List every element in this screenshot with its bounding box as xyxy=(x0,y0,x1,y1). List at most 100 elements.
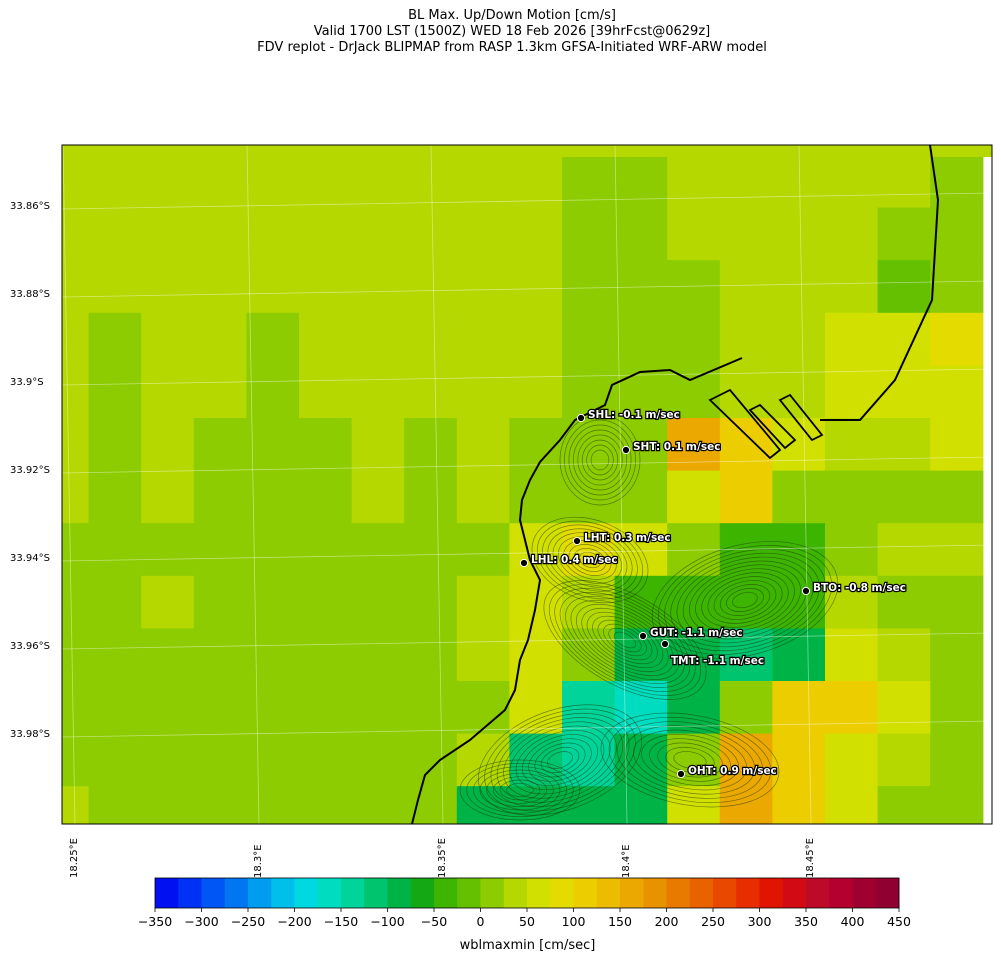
field-cell xyxy=(299,418,353,472)
field-cell xyxy=(825,733,879,787)
colorbar-tick-label: 350 xyxy=(794,914,818,929)
field-cell xyxy=(456,786,510,824)
field-cell xyxy=(614,418,668,472)
contour-line xyxy=(547,528,633,592)
field-cell xyxy=(667,575,721,629)
field-cell xyxy=(456,312,510,366)
colorbar-swatch xyxy=(480,878,505,908)
lat-label: 33.88°S xyxy=(10,289,50,300)
contour-line xyxy=(547,751,573,769)
station-tmt: TMT: -1.1 m/sec xyxy=(660,639,765,668)
field-cell xyxy=(141,207,195,261)
field-cell xyxy=(246,260,300,314)
field-cell xyxy=(299,786,353,824)
contour-line xyxy=(515,729,605,791)
contour-line xyxy=(707,576,783,624)
field-cell xyxy=(88,523,142,577)
field-cell xyxy=(36,839,89,892)
field-cell xyxy=(351,155,405,209)
field-cell xyxy=(930,839,983,892)
field-cell xyxy=(62,155,90,209)
field-cell xyxy=(825,260,879,314)
field-cell xyxy=(930,681,984,735)
contour-line xyxy=(664,548,826,652)
field-cell xyxy=(509,155,563,209)
lat-label: 33.94°S xyxy=(10,553,50,564)
field-cell xyxy=(877,733,931,787)
colorbar-swatch xyxy=(573,878,598,908)
field-cell xyxy=(930,470,984,524)
colorbar-tick-label: −300 xyxy=(184,914,219,929)
colorbar-swatch xyxy=(759,878,784,908)
contour-line xyxy=(490,712,630,808)
colorbar-swatch xyxy=(457,878,481,908)
field-cell xyxy=(772,786,826,824)
field-cell xyxy=(62,523,90,577)
colorbar-swatch xyxy=(178,878,202,908)
field-cell xyxy=(88,786,142,824)
field-cell xyxy=(193,207,247,261)
contour-line xyxy=(603,623,647,657)
station-dot xyxy=(519,558,529,568)
contour-line xyxy=(540,746,580,774)
contour-line xyxy=(586,611,664,669)
field-cell xyxy=(193,733,247,787)
field-cell xyxy=(825,207,879,261)
field-cell xyxy=(351,312,405,366)
field-cell xyxy=(351,260,405,314)
field-cell xyxy=(246,312,300,366)
contour-line xyxy=(503,721,617,799)
contour-line xyxy=(579,551,601,569)
contour-line xyxy=(572,429,628,491)
station-dot xyxy=(621,445,631,455)
field-cell xyxy=(825,575,879,629)
colorbar-swatch xyxy=(666,878,691,908)
field-cell xyxy=(456,523,510,577)
contour-line xyxy=(506,782,534,798)
field-cell xyxy=(62,365,90,419)
lon-label: 18.45°E xyxy=(805,838,816,878)
colorbar-swatch xyxy=(782,878,807,908)
field-cell xyxy=(62,418,90,472)
contour-line xyxy=(459,759,581,821)
contour-line xyxy=(624,725,756,795)
colorbar-tick-label: 300 xyxy=(747,914,772,929)
field-cell xyxy=(825,312,879,366)
contour-line xyxy=(466,762,574,818)
contour-line xyxy=(616,721,764,799)
field-cell xyxy=(193,575,247,629)
station-label: LHL: 0.4 m/sec xyxy=(531,554,618,566)
field-cell xyxy=(614,681,668,735)
field-cell xyxy=(404,523,458,577)
colorbar-tick-label: 450 xyxy=(887,914,911,929)
contour-line xyxy=(719,584,771,616)
field-cell xyxy=(667,365,721,419)
field-cell xyxy=(930,786,984,824)
chart-title: BL Max. Up/Down Motion [cm/s] Valid 1700… xyxy=(0,8,1001,56)
station-label: BTO: -0.8 m/sec xyxy=(813,582,906,594)
field-cell xyxy=(193,681,247,735)
field-cell xyxy=(351,681,405,735)
contour-line xyxy=(586,444,614,476)
station-gut: GUT: -1.1 m/sec xyxy=(638,626,744,640)
field-cell xyxy=(299,365,353,419)
station-oht: OHT: 0.9 m/sec xyxy=(676,764,778,778)
contour-line xyxy=(713,580,777,620)
graticule-line xyxy=(430,145,444,824)
field-cell xyxy=(88,681,142,735)
colorbar-swatch xyxy=(852,878,877,908)
station-label: GUT: -1.1 m/sec xyxy=(650,627,743,639)
field-cell xyxy=(877,681,931,735)
field-cell xyxy=(877,155,931,209)
colorbar-tick-label: −250 xyxy=(230,914,266,929)
station-sht: SHT: 0.1 m/sec xyxy=(621,440,722,455)
field-cell xyxy=(509,418,563,472)
field-cell xyxy=(456,470,510,524)
contour-line xyxy=(592,615,658,665)
contour-line xyxy=(531,516,649,604)
field-cell xyxy=(88,260,142,314)
field-cell xyxy=(193,786,247,824)
field-cell xyxy=(246,628,300,682)
field-cell xyxy=(88,628,142,682)
field-cell xyxy=(825,418,879,472)
